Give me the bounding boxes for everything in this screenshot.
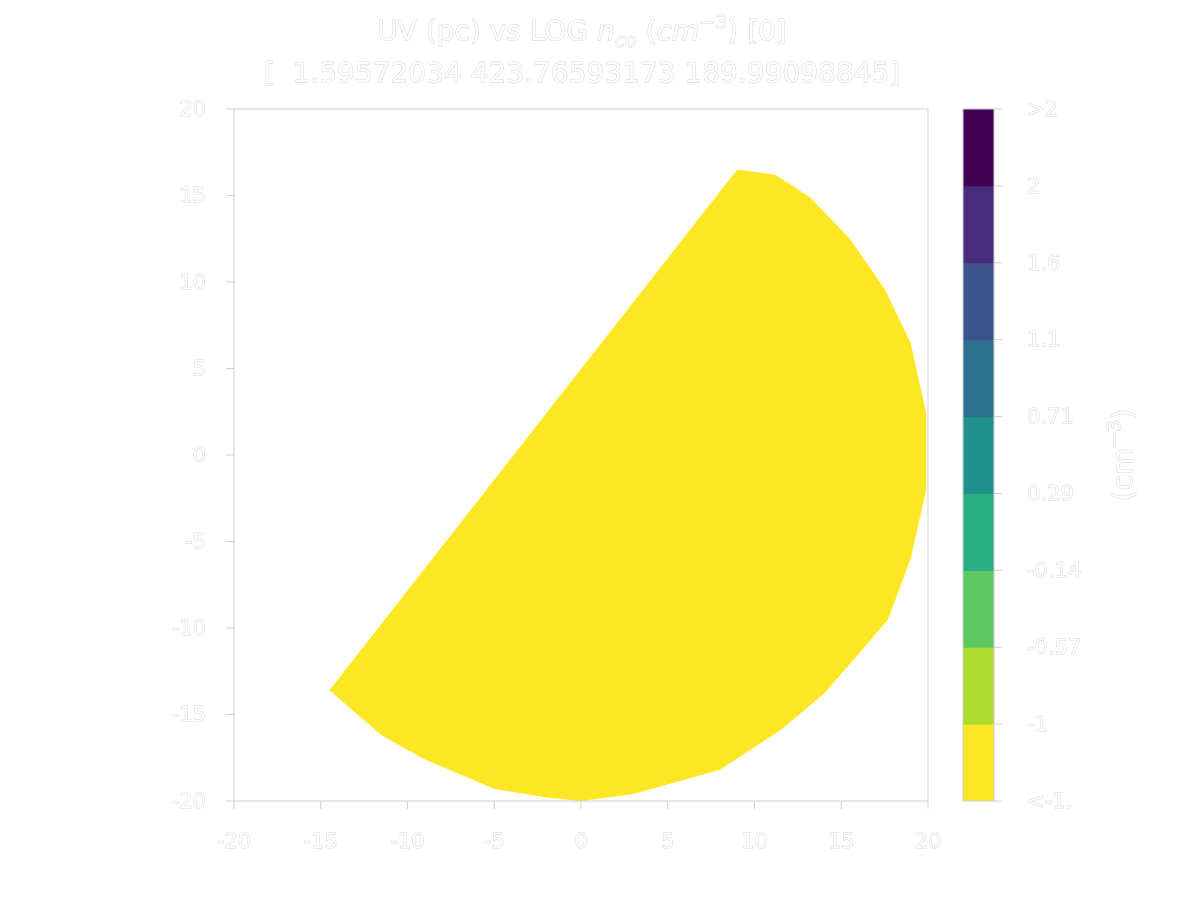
y-tick-label: 5 — [193, 357, 206, 381]
colorbar-tick-label: -0.57 — [1027, 635, 1081, 659]
colorbar-tick-label: 0.71 — [1027, 405, 1074, 429]
colorbar-tick-label: <-1. — [1027, 789, 1072, 813]
colorbar-tick-label: -0.14 — [1027, 558, 1081, 582]
colorbar-segment — [963, 185, 994, 264]
x-tick-label: 5 — [661, 829, 674, 853]
colorbar-segment — [963, 647, 994, 725]
colorbar-segment — [963, 724, 994, 802]
y-tick-label: 20 — [179, 97, 206, 121]
y-tick-label: 10 — [179, 270, 206, 294]
x-tick-label: 15 — [828, 829, 855, 853]
y-tick-label: -10 — [172, 616, 206, 640]
colorbar-tick-label: 0.29 — [1027, 481, 1074, 505]
colorbar-segment — [963, 262, 994, 341]
colorbar-tick-label: 1.6 — [1027, 251, 1060, 275]
x-tick-label: -5 — [484, 829, 505, 853]
y-tick-label: -15 — [172, 703, 206, 727]
x-tick-label: 20 — [915, 829, 942, 853]
colorbar-segment — [963, 493, 994, 571]
x-tick-label: -20 — [217, 829, 251, 853]
x-tick-label: 0 — [574, 829, 587, 853]
y-tick-label: -20 — [172, 789, 206, 813]
y-tick-label: 15 — [179, 184, 206, 208]
colorbar: <-1. -1 -0.57 -0.14 0.29 0.71 1.1 1.6 2 >2 — [962, 97, 1082, 813]
colorbar-tick-label: 2 — [1027, 174, 1040, 198]
chart-title: UV (pc) vs LOG nco (cm−3) [0] — [377, 11, 787, 52]
colorbar-tick-label: >2 — [1027, 97, 1058, 121]
plot-area: -20 -15 -10 -5 0 5 10 15 20 -20 -15 -10 -5 0 5 10 15 20 — [171, 97, 942, 854]
colorbar-label: (cm−3) — [1103, 409, 1139, 502]
colorbar-segment — [963, 109, 994, 187]
colorbar-tick-label: -1 — [1027, 712, 1048, 736]
y-tick-label: 0 — [193, 443, 206, 467]
colorbar-tick-label: 1.1 — [1027, 328, 1060, 352]
colorbar-segment — [963, 339, 994, 418]
x-tick-label: -15 — [304, 829, 338, 853]
y-tick-label: -5 — [185, 530, 206, 554]
colorbar-segment — [963, 416, 994, 494]
contour-region — [329, 169, 927, 802]
x-tick-label: -10 — [390, 829, 424, 853]
x-tick-label: 10 — [741, 829, 768, 853]
chart-subtitle: [ 1.59572034 423.76593173 189.99098845] — [264, 56, 900, 89]
colorbar-frame — [962, 108, 995, 802]
colorbar-segment — [963, 570, 994, 648]
